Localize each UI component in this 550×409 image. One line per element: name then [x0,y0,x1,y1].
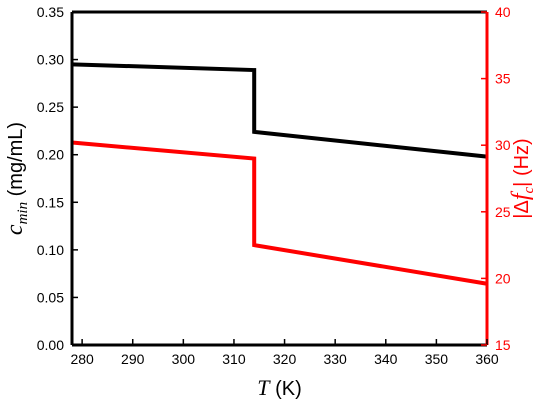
x-tick-label: 280 [70,351,94,367]
y-right-tick-label: 30 [495,137,511,153]
y-left-axis-title: cmin (mg/mL) [2,122,31,235]
x-tick-label: 340 [374,351,398,367]
x-tick-label: 350 [425,351,449,367]
x-tick-label: 330 [323,351,347,367]
y-left-tick-label: 0.25 [37,99,64,115]
x-tick-label: 320 [273,351,297,367]
x-tick-label: 300 [172,351,196,367]
series-line-delta-fc [71,140,488,286]
y-left-tick-label: 0.10 [37,242,64,258]
x-axis-title: T (K) [257,375,301,400]
y-left-tick-label: 0.30 [37,52,64,68]
x-tick-label: 360 [475,351,499,367]
y-right-tick-label: 15 [495,337,511,353]
y-left-tick-label: 0.35 [37,4,64,20]
y-right-tick-label: 35 [495,71,511,87]
plot-area: 280 290 300 310 320 330 340 350 360 0.00 0.05 0.10 0… [2,4,537,400]
y-right-tick-label: 25 [495,204,511,220]
y-left-tick-label: 0.15 [37,194,64,210]
y-right-tick-label: 20 [495,270,511,286]
x-tick-label: 290 [121,351,145,367]
y-left-tick-label: 0.00 [37,337,64,353]
series-line-cmin [71,62,488,159]
y-right-tick-label: 40 [495,4,511,20]
y-left-tick-label: 0.05 [37,289,64,305]
y-left-tick-label: 0.20 [37,147,64,163]
y-right-axis-title: |Δfc| (Hz) [508,138,537,218]
x-tick-label: 310 [222,351,246,367]
